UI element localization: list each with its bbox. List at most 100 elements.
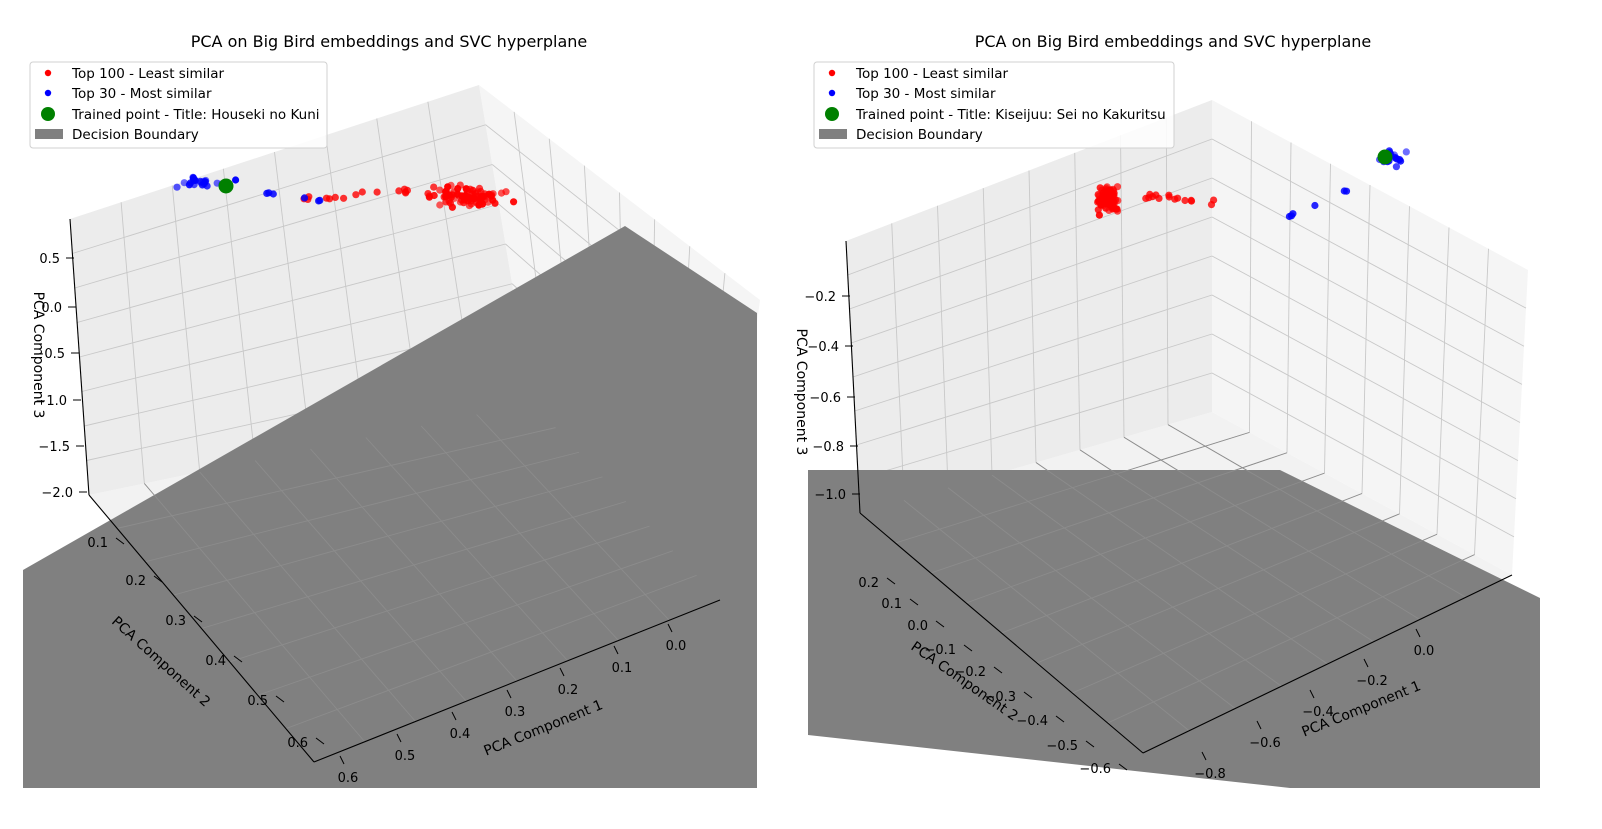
legend-label: Trained point - Title: Kiseijuu: Sei no … — [855, 107, 1166, 123]
plane-grid — [895, 424, 1475, 732]
data-point — [447, 181, 455, 189]
y-tick — [193, 615, 203, 623]
z-tick-label: −1.0 — [814, 488, 846, 503]
trained-point — [218, 178, 234, 194]
data-point — [1108, 200, 1116, 208]
grid-line — [1165, 117, 1169, 425]
z-tick-label: −2.0 — [41, 486, 73, 501]
chart-title: PCA on Big Bird embeddings and SVC hyper… — [975, 32, 1372, 51]
z-tick-label: −0.6 — [809, 391, 841, 406]
grid-line — [1436, 227, 1450, 535]
legend-label: Decision Boundary — [856, 127, 983, 143]
legend-marker-red — [828, 69, 836, 77]
data-point — [478, 200, 487, 208]
grid-line — [1120, 135, 1125, 438]
grid-line — [420, 425, 619, 641]
legend-marker-blue — [828, 89, 836, 97]
grid-line — [858, 372, 1213, 480]
legend-marker-plane — [819, 129, 847, 139]
legend-label: Top 100 - Least similar — [855, 66, 1008, 82]
y-tick-label: −0.6 — [1079, 762, 1111, 777]
data-point — [442, 187, 450, 196]
axes — [69, 218, 721, 763]
y-tick — [963, 644, 973, 652]
data-point — [491, 199, 499, 207]
x-tick-label: 0.5 — [395, 749, 416, 764]
data-point — [1390, 151, 1398, 159]
y-tick-label: −0.5 — [1046, 739, 1078, 754]
plane-grid — [117, 414, 697, 743]
chart-panel-1: 0.5 0.0 −0.5 −1.0 −1.5 −2.0 PCA Component 3 0.1… — [23, 32, 760, 788]
data-point — [1342, 187, 1351, 195]
grid-line — [1211, 294, 1519, 462]
z-tick-label: −0.2 — [804, 290, 836, 305]
decision-boundary-plane — [23, 226, 757, 788]
data-point — [1402, 148, 1410, 156]
y-tick — [909, 598, 919, 606]
data-point — [465, 202, 473, 210]
z-axis-line — [69, 218, 90, 496]
x-tick-label: −0.2 — [1356, 674, 1388, 689]
grid-line — [201, 501, 627, 629]
legend-marker-plane — [35, 129, 63, 139]
grid-line — [1167, 424, 1467, 598]
x-tick-label: 0.6 — [338, 771, 359, 786]
data-point — [430, 183, 438, 191]
data-point — [373, 188, 381, 196]
data-point — [430, 191, 438, 200]
x-tick-label: 0.2 — [558, 683, 579, 698]
data-point — [201, 178, 209, 186]
x-tick-label: 0.3 — [505, 705, 526, 720]
x-tick — [339, 755, 345, 765]
y-tick — [886, 577, 896, 585]
data-point — [436, 201, 444, 209]
y-tick — [1085, 740, 1095, 748]
y-tick — [115, 537, 125, 545]
z-tick-label: −0.5 — [33, 347, 65, 362]
legend-marker-green — [825, 107, 839, 121]
data-point — [401, 188, 410, 196]
axes — [845, 240, 1513, 754]
grid-line — [1072, 533, 1438, 694]
y-tick — [993, 666, 1003, 674]
data-point — [460, 199, 468, 207]
grid-line — [79, 243, 506, 358]
y-tick-label: 0.0 — [907, 619, 928, 634]
data-point — [487, 192, 495, 200]
decision-boundary-plane — [808, 470, 1540, 788]
grid-line — [1036, 513, 1400, 664]
data-point — [1110, 189, 1118, 197]
y-tick — [1055, 715, 1065, 723]
legend-frame — [813, 61, 1175, 149]
legend-marker-green — [41, 107, 55, 121]
data-point — [269, 190, 277, 198]
x-tick — [559, 667, 565, 677]
data-point — [1165, 191, 1173, 199]
data-point — [1146, 190, 1154, 198]
legend-label: Trained point - Title: Houseki no Kuni — [71, 107, 320, 123]
y-tick — [233, 655, 243, 663]
z-tick-label: 0.5 — [39, 252, 60, 267]
data-point — [1181, 196, 1189, 205]
data-point — [1392, 163, 1400, 171]
data-point — [1113, 183, 1122, 191]
legend-label: Top 100 - Least similar — [71, 66, 224, 82]
z-tick-label: −1.5 — [38, 440, 70, 455]
data-point — [1095, 211, 1103, 219]
y-tick-label: −0.3 — [984, 690, 1016, 705]
x-tick — [1415, 628, 1421, 638]
y-tick — [315, 737, 325, 745]
series-most-similar — [173, 173, 324, 205]
x-axis-line — [1142, 574, 1513, 754]
x-tick — [396, 733, 402, 743]
grid-line — [285, 574, 697, 730]
grid-line — [1079, 449, 1374, 643]
data-point — [1187, 197, 1196, 205]
legend-frame — [29, 61, 328, 149]
grid-line — [1107, 554, 1475, 724]
y-tick-label: −0.4 — [1016, 714, 1048, 729]
data-point — [331, 193, 339, 201]
data-point — [358, 188, 366, 196]
data-point — [447, 193, 455, 201]
data-point — [440, 193, 448, 201]
